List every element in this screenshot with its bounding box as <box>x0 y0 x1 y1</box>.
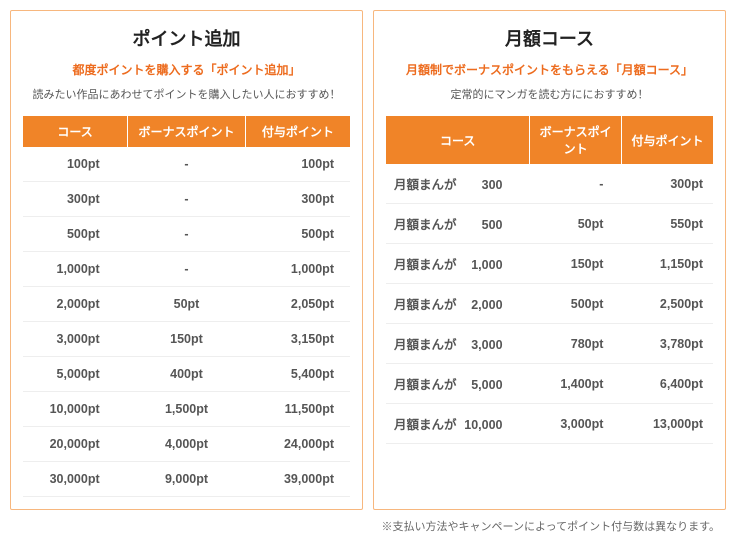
cell-grant: 24,000pt <box>245 427 350 462</box>
table-row: 10,000pt1,500pt11,500pt <box>23 392 350 427</box>
cell-course: 500pt <box>23 217 128 252</box>
left-subtitle: 都度ポイントを購入する「ポイント追加」 <box>23 61 350 78</box>
table-row: 月額まんが10,0003,000pt13,000pt <box>386 404 713 444</box>
right-card: 月額コース 月額制でボーナスポイントをもらえる「月額コース」 定常的にマンガを読… <box>373 10 726 510</box>
left-th-bonus: ボーナスポイント <box>128 116 246 147</box>
cell-course: 300pt <box>23 182 128 217</box>
cell-course: 100pt <box>23 147 128 182</box>
right-title: 月額コース <box>386 25 713 51</box>
cell-course: 2,000pt <box>23 287 128 322</box>
cell-bonus: 50pt <box>128 287 246 322</box>
left-desc: 読みたい作品にあわせてポイントを購入したい人におすすめ！ <box>23 86 350 102</box>
cell-course: 5,000pt <box>23 357 128 392</box>
left-table: コース ボーナスポイント 付与ポイント 100pt-100pt300pt-300… <box>23 116 350 497</box>
cell-grant: 1,150pt <box>621 244 713 284</box>
cell-bonus: 780pt <box>530 324 622 364</box>
cell-bonus: 1,500pt <box>128 392 246 427</box>
right-th-bonus: ボーナスポイント <box>530 116 622 164</box>
cell-course: 3,000pt <box>23 322 128 357</box>
table-row: 月額まんが50050pt550pt <box>386 204 713 244</box>
table-row: 月額まんが5,0001,400pt6,400pt <box>386 364 713 404</box>
table-row: 20,000pt4,000pt24,000pt <box>23 427 350 462</box>
cell-course: 30,000pt <box>23 462 128 497</box>
right-table: コース ボーナスポイント 付与ポイント 月額まんが300-300pt月額まんが5… <box>386 116 713 444</box>
table-row: 500pt-500pt <box>23 217 350 252</box>
table-row: 1,000pt-1,000pt <box>23 252 350 287</box>
cell-course: 月額まんが300 <box>386 164 530 204</box>
cell-course: 月額まんが5,000 <box>386 364 530 404</box>
left-th-grant: 付与ポイント <box>245 116 350 147</box>
left-card: ポイント追加 都度ポイントを購入する「ポイント追加」 読みたい作品にあわせてポイ… <box>10 10 363 510</box>
cell-bonus: 1,400pt <box>530 364 622 404</box>
cell-bonus: - <box>530 164 622 204</box>
right-subtitle: 月額制でボーナスポイントをもらえる「月額コース」 <box>386 61 713 78</box>
cell-grant: 2,050pt <box>245 287 350 322</box>
cell-bonus: 400pt <box>128 357 246 392</box>
table-row: 月額まんが3,000780pt3,780pt <box>386 324 713 364</box>
cards-container: ポイント追加 都度ポイントを購入する「ポイント追加」 読みたい作品にあわせてポイ… <box>10 10 726 510</box>
cell-grant: 5,400pt <box>245 357 350 392</box>
footnote: ※支払い方法やキャンペーンによってポイント付与数は異なります。 <box>10 518 726 534</box>
cell-grant: 6,400pt <box>621 364 713 404</box>
cell-bonus: - <box>128 147 246 182</box>
cell-course: 月額まんが500 <box>386 204 530 244</box>
left-th-course: コース <box>23 116 128 147</box>
right-desc: 定常的にマンガを読む方ににおすすめ！ <box>386 86 713 102</box>
cell-grant: 3,150pt <box>245 322 350 357</box>
cell-course: 月額まんが3,000 <box>386 324 530 364</box>
cell-grant: 550pt <box>621 204 713 244</box>
cell-bonus: 3,000pt <box>530 404 622 444</box>
cell-bonus: 150pt <box>530 244 622 284</box>
cell-bonus: 4,000pt <box>128 427 246 462</box>
cell-grant: 300pt <box>621 164 713 204</box>
cell-grant: 3,780pt <box>621 324 713 364</box>
left-title: ポイント追加 <box>23 25 350 51</box>
table-row: 月額まんが1,000150pt1,150pt <box>386 244 713 284</box>
cell-course: 月額まんが10,000 <box>386 404 530 444</box>
cell-course: 10,000pt <box>23 392 128 427</box>
table-row: 100pt-100pt <box>23 147 350 182</box>
table-row: 300pt-300pt <box>23 182 350 217</box>
cell-course: 月額まんが2,000 <box>386 284 530 324</box>
table-row: 月額まんが300-300pt <box>386 164 713 204</box>
cell-grant: 500pt <box>245 217 350 252</box>
right-th-grant: 付与ポイント <box>621 116 713 164</box>
table-row: 月額まんが2,000500pt2,500pt <box>386 284 713 324</box>
cell-course: 月額まんが1,000 <box>386 244 530 284</box>
table-row: 5,000pt400pt5,400pt <box>23 357 350 392</box>
cell-bonus: - <box>128 252 246 287</box>
cell-grant: 11,500pt <box>245 392 350 427</box>
cell-grant: 300pt <box>245 182 350 217</box>
cell-grant: 1,000pt <box>245 252 350 287</box>
cell-bonus: - <box>128 217 246 252</box>
cell-grant: 39,000pt <box>245 462 350 497</box>
cell-bonus: - <box>128 182 246 217</box>
cell-course: 20,000pt <box>23 427 128 462</box>
right-th-course: コース <box>386 116 530 164</box>
cell-grant: 13,000pt <box>621 404 713 444</box>
cell-bonus: 500pt <box>530 284 622 324</box>
cell-bonus: 9,000pt <box>128 462 246 497</box>
cell-course: 1,000pt <box>23 252 128 287</box>
cell-bonus: 150pt <box>128 322 246 357</box>
table-row: 2,000pt50pt2,050pt <box>23 287 350 322</box>
table-row: 30,000pt9,000pt39,000pt <box>23 462 350 497</box>
cell-grant: 2,500pt <box>621 284 713 324</box>
table-row: 3,000pt150pt3,150pt <box>23 322 350 357</box>
cell-grant: 100pt <box>245 147 350 182</box>
cell-bonus: 50pt <box>530 204 622 244</box>
